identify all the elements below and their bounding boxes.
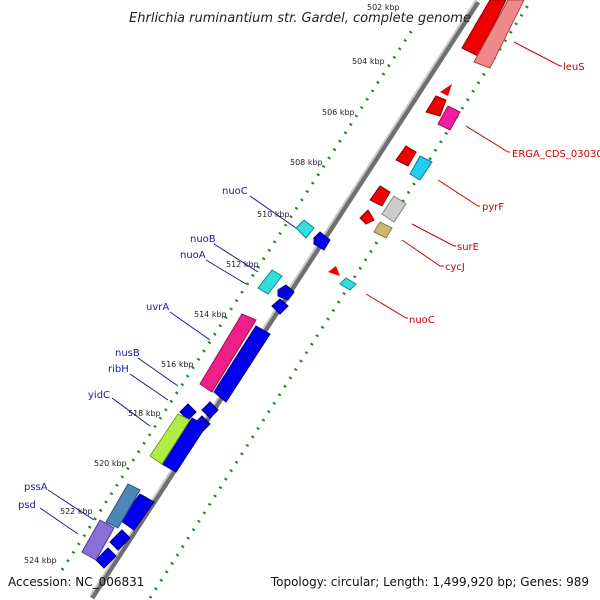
gene-label: ribH xyxy=(108,364,129,375)
tick-label: 510 kbp xyxy=(257,210,290,219)
tick-labels: 502 kbp 504 kbp 506 kbp 508 kbp 510 kbp … xyxy=(24,3,400,565)
leader-line xyxy=(111,397,151,427)
tick-label: 504 kbp xyxy=(352,57,385,66)
gene-label: pssA xyxy=(24,482,48,493)
gene-label: surE xyxy=(457,242,479,253)
gene-block xyxy=(271,298,289,315)
tick-label: 524 kbp xyxy=(24,556,57,565)
gene-block xyxy=(201,401,219,419)
leader-line xyxy=(137,357,179,387)
right-gene-labels: leuS ERGA_CDS_03030 pyrF surE cycJ nuoC xyxy=(409,62,600,326)
outer-tick-ring xyxy=(148,1,532,599)
tick-label: 518 kbp xyxy=(128,409,161,418)
left-gene-labels: nuoC nuoB nuoA uvrA nusB ribH yidC pssA … xyxy=(18,186,248,511)
accession-text: Accession: NC_006831 xyxy=(8,575,144,589)
summary-text: Topology: circular; Length: 1,499,920 bp… xyxy=(270,575,589,589)
gene-pssA-block xyxy=(105,483,141,529)
gene-psd-block xyxy=(81,519,115,561)
gene-leuS-block xyxy=(461,0,507,57)
left-leader-lines xyxy=(39,195,297,535)
leader-line xyxy=(39,507,79,535)
gene-label: cycJ xyxy=(445,262,465,273)
gene-label: ERGA_CDS_03030 xyxy=(512,149,600,160)
gene-cycJ-block xyxy=(373,221,393,239)
leader-line xyxy=(47,489,95,521)
gene-pyrF-block xyxy=(409,155,433,181)
right-leader-lines xyxy=(365,41,562,319)
gene-block xyxy=(328,266,340,276)
gene-label: pyrF xyxy=(482,202,504,213)
leader-line xyxy=(249,195,297,229)
leader-line xyxy=(205,259,247,285)
gene-block xyxy=(395,145,417,167)
leader-line xyxy=(411,223,456,247)
gene-surE-block xyxy=(381,195,407,223)
gene-label: yidC xyxy=(88,390,110,401)
gene-uvrA-block xyxy=(199,313,257,393)
inner-tick-ring xyxy=(60,29,414,571)
gene-block xyxy=(277,284,295,301)
gene-label: uvrA xyxy=(146,302,169,313)
leader-line xyxy=(129,373,169,401)
gene-block xyxy=(440,84,452,96)
gene-block xyxy=(213,325,271,403)
leader-line xyxy=(465,125,510,153)
gene-label: leuS xyxy=(563,62,585,73)
tick-label: 502 kbp xyxy=(367,3,400,12)
gene-block xyxy=(95,547,117,569)
gene-block xyxy=(359,209,375,225)
gene-label: nusB xyxy=(115,348,140,359)
tick-label: 516 kbp xyxy=(161,360,194,369)
gene-leuS-block-2 xyxy=(473,0,525,69)
tick-label: 512 kbp xyxy=(226,260,259,269)
leader-line xyxy=(437,179,480,207)
gene-nuoC-block xyxy=(295,219,315,239)
gene-block xyxy=(119,493,155,531)
map-title: Ehrlichia ruminantium str. Gardel, compl… xyxy=(129,11,471,26)
gene-label: psd xyxy=(18,500,36,511)
gene-label: nuoC xyxy=(409,315,435,326)
tick-label: 514 kbp xyxy=(194,310,227,319)
gene-label: nuoA xyxy=(180,250,206,261)
leader-line xyxy=(513,41,562,67)
gene-block xyxy=(109,529,131,551)
genome-backbone xyxy=(89,0,481,600)
gene-nuoC-r-block xyxy=(339,277,357,291)
leader-line xyxy=(213,243,259,273)
gene-block xyxy=(369,185,391,207)
gene-block xyxy=(425,95,447,117)
leader-line xyxy=(401,239,444,267)
tick-label: 508 kbp xyxy=(290,158,323,167)
leader-line xyxy=(169,311,211,341)
tick-label: 520 kbp xyxy=(94,459,127,468)
forward-strand-genes xyxy=(95,231,331,569)
gene-nuoB-block xyxy=(257,269,283,295)
gene-block xyxy=(313,231,331,251)
gene-yidC-block xyxy=(149,413,191,465)
tick-label: 506 kbp xyxy=(322,108,355,117)
gene-ERGA-block xyxy=(437,105,461,131)
gene-label: nuoC xyxy=(222,186,248,197)
leader-line xyxy=(365,293,408,319)
tick-label: 522 kbp xyxy=(60,507,93,516)
gene-label: nuoB xyxy=(190,234,216,245)
